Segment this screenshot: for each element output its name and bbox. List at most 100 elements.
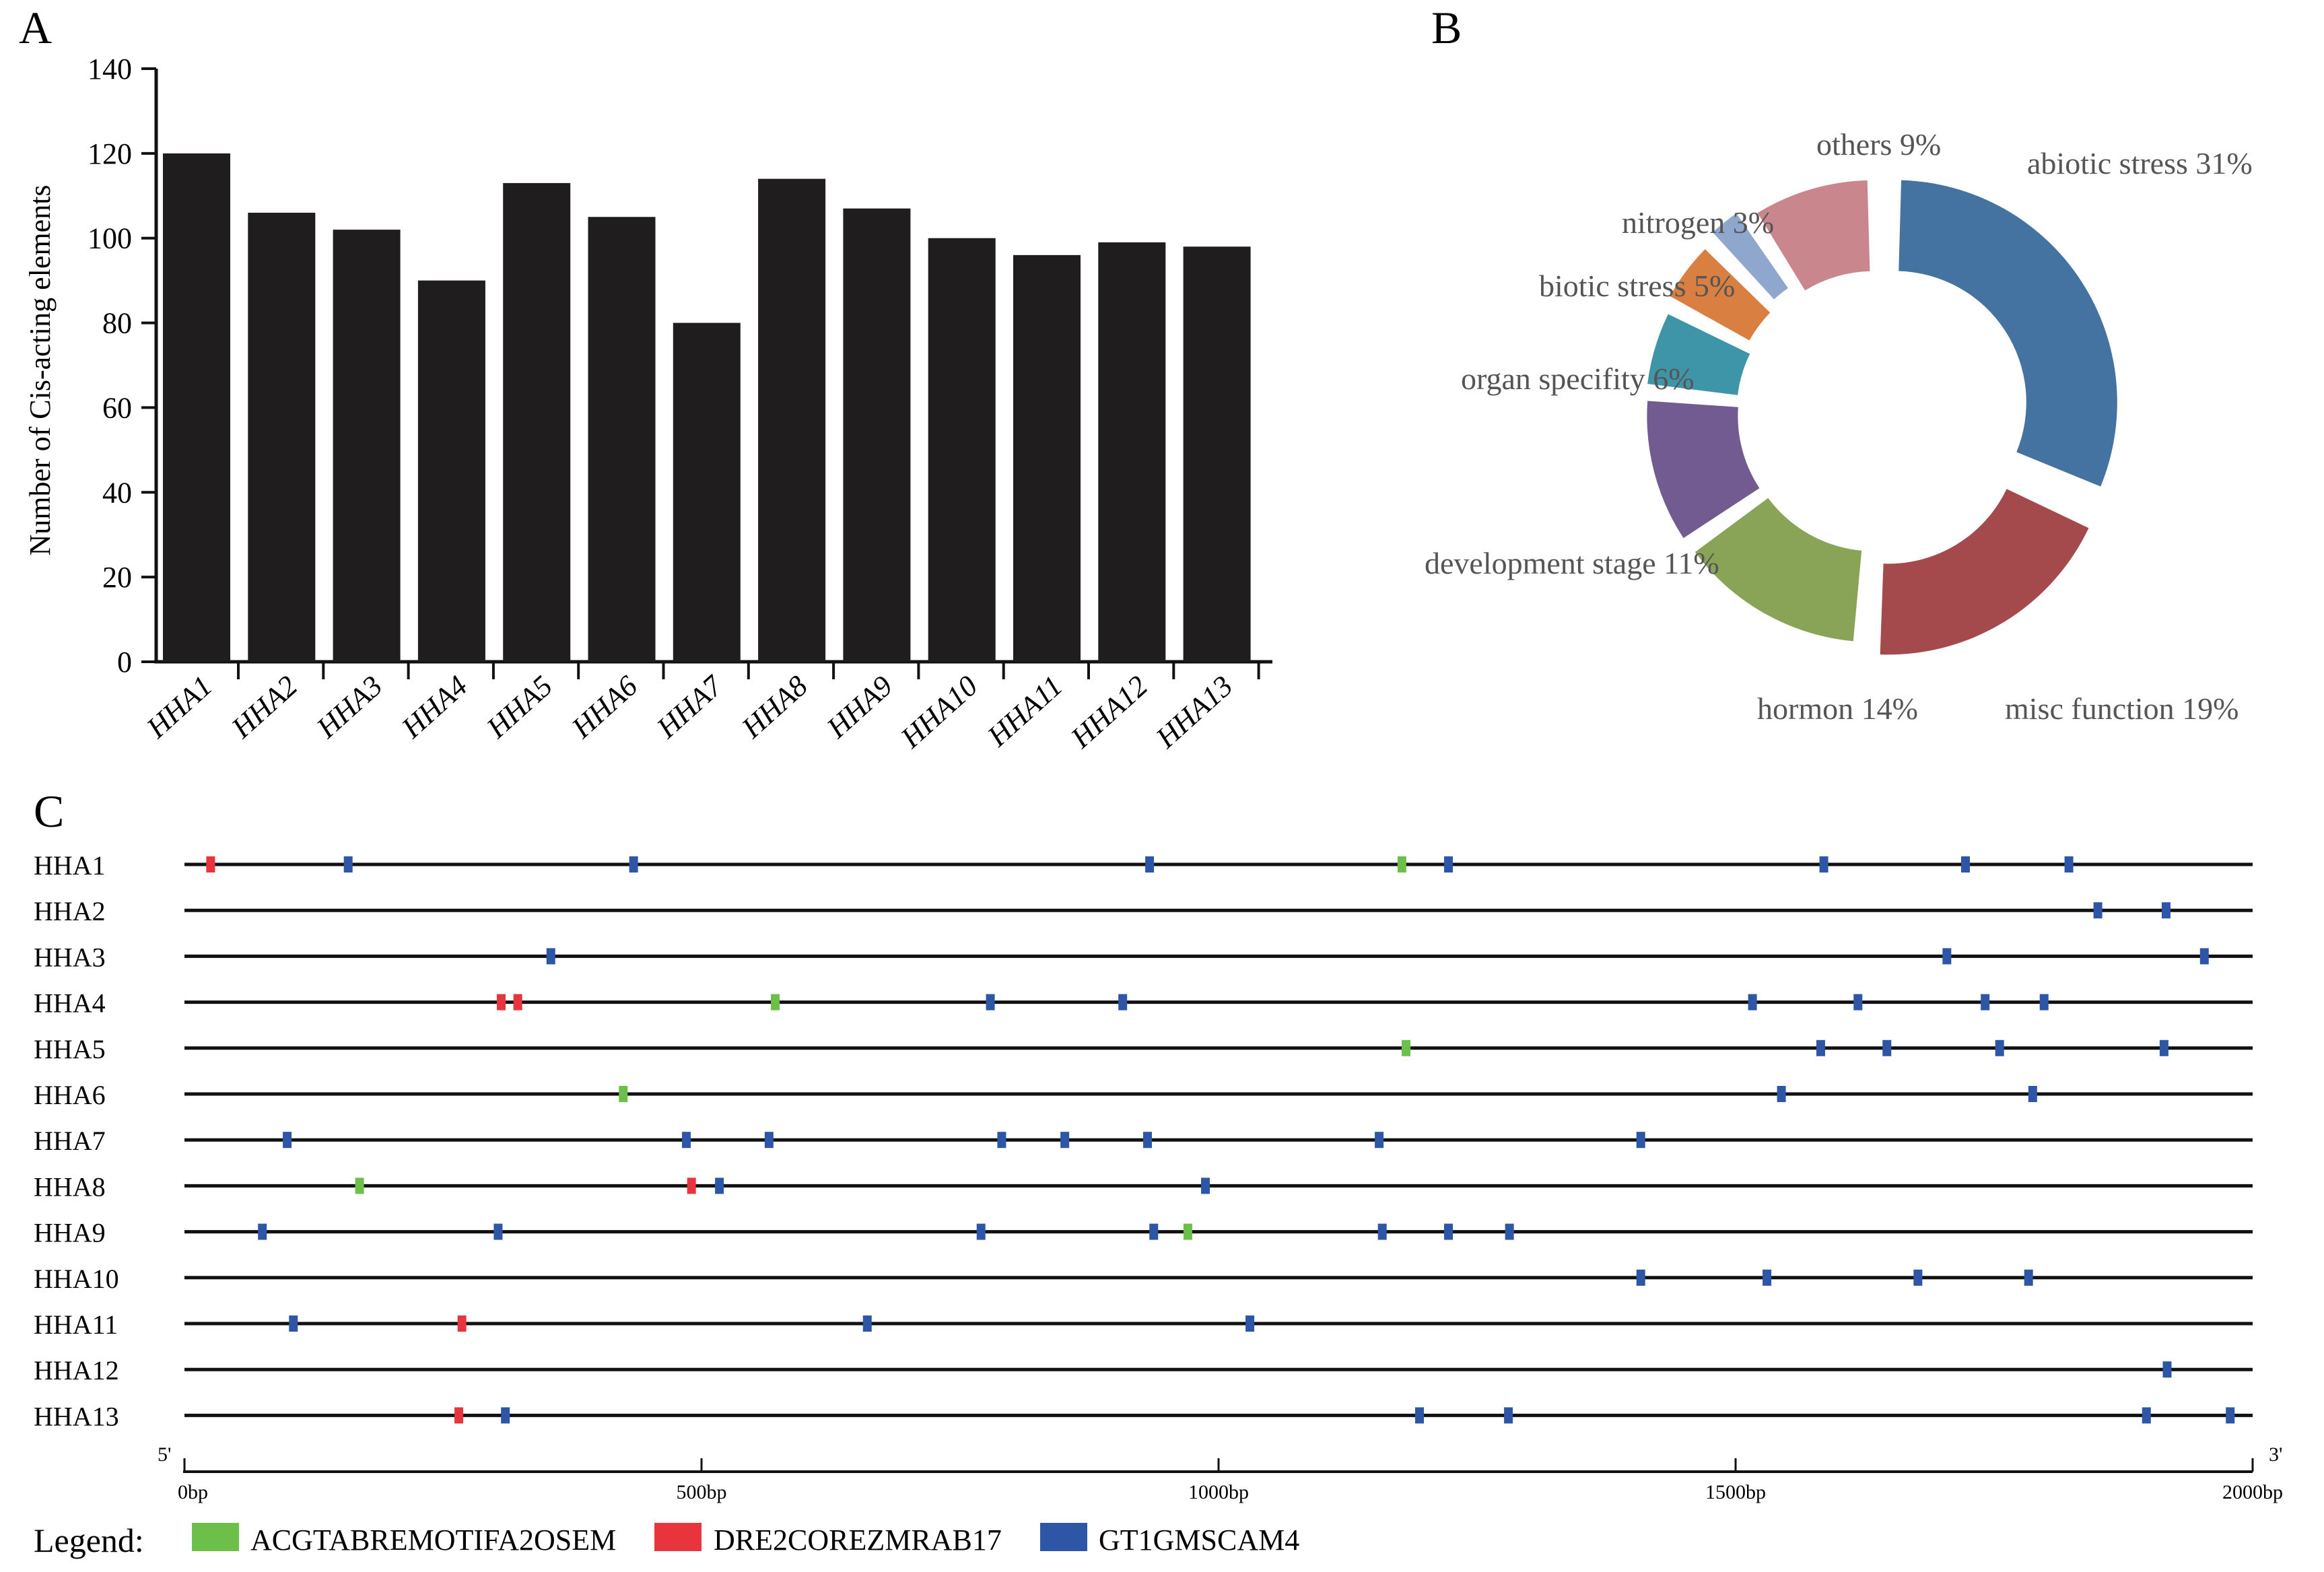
motif-site-gt1gmscam4: [1882, 1039, 1892, 1056]
gene-label: HHA11: [34, 1309, 118, 1340]
gene-label: HHA6: [34, 1080, 106, 1110]
motif-legend: Legend: ACGTABREMOTIFA2OSEM DRE2COREZMRA…: [34, 1522, 1299, 1559]
bar-hha6: [588, 217, 656, 662]
panel-label-b: B: [1431, 2, 1462, 53]
motif-site-dre2corezmrab17: [513, 994, 522, 1011]
gene-track-hha7: HHA7: [34, 1126, 2253, 1156]
bar-hha5: [503, 182, 571, 662]
slice-misc-function: [1880, 489, 2089, 655]
motif-site-dre2corezmrab17: [457, 1315, 467, 1332]
label-nitrogen: nitrogen 3%: [1622, 205, 1774, 240]
motif-site-acgtabremotifa2osem: [619, 1086, 628, 1102]
gene-track-hha10: HHA10: [34, 1264, 2253, 1294]
label-organ-specifity: organ specifity 6%: [1461, 362, 1695, 396]
motif-site-gt1gmscam4: [1819, 856, 1829, 873]
motif-site-gt1gmscam4: [1995, 1039, 2004, 1056]
motif-site-gt1gmscam4: [1414, 1407, 1424, 1424]
donut-slices: [1647, 180, 2117, 655]
motif-site-acgtabremotifa2osem: [771, 994, 780, 1011]
gene-track-hha3: HHA3: [34, 942, 2253, 972]
x-tick-label-hha11: HHA11: [981, 669, 1069, 753]
x-tick-label-hha5: HHA5: [480, 669, 559, 745]
x-tick-label-hha10: HHA10: [894, 669, 984, 755]
y-tick-label: 40: [102, 476, 132, 509]
motif-site-gt1gmscam4: [681, 1132, 691, 1149]
slice-biotic-stress: [1670, 249, 1771, 341]
bar-hha7: [673, 322, 741, 662]
motif-site-gt1gmscam4: [1143, 1132, 1153, 1149]
bar-hha11: [1013, 254, 1081, 662]
motif-site-gt1gmscam4: [862, 1315, 872, 1332]
position-axis-ticks: 0bp 500bp 1000bp 1500bp 2000bp: [178, 1458, 2283, 1503]
five-prime-end: 5': [158, 1443, 171, 1466]
motif-site-dre2corezmrab17: [206, 856, 215, 873]
legend-label-gt1gmscam4: GT1GMSCAM4: [1099, 1524, 1299, 1557]
gene-label: HHA4: [34, 988, 106, 1019]
motif-site-gt1gmscam4: [1748, 994, 1757, 1011]
motif-site-gt1gmscam4: [997, 1132, 1006, 1149]
position-tick-label: 1500bp: [1705, 1481, 1766, 1503]
motif-site-gt1gmscam4: [343, 856, 353, 873]
motif-site-gt1gmscam4: [1853, 994, 1863, 1011]
x-tick-label-hha2: HHA2: [225, 669, 304, 745]
bar-hha9: [843, 208, 911, 662]
gene-label: HHA7: [34, 1126, 106, 1156]
gene-label: HHA13: [34, 1401, 119, 1431]
motif-site-gt1gmscam4: [546, 948, 555, 965]
gene-track-hha8: HHA8: [34, 1171, 2253, 1202]
slice-development-stage: [1647, 401, 1760, 539]
motif-site-gt1gmscam4: [2199, 948, 2209, 965]
bar-hha10: [928, 238, 996, 662]
motif-site-gt1gmscam4: [1816, 1039, 1825, 1056]
slice-labels: abiotic stress 31% misc function 19% hor…: [1425, 127, 2253, 726]
motif-site-gt1gmscam4: [715, 1177, 724, 1194]
panel-c-motif-map: HHA1 HHA2 HHA3 HHA4 HHA5 HHA6 HHA7 HHA8 HHA9 HHA1…: [34, 850, 2283, 1559]
motif-site-gt1gmscam4: [289, 1315, 298, 1332]
y-tick-label: 80: [102, 307, 132, 340]
motif-site-gt1gmscam4: [2064, 856, 2074, 873]
motif-site-gt1gmscam4: [1149, 1223, 1159, 1240]
motif-site-gt1gmscam4: [2024, 1269, 2033, 1286]
position-tick-label: 500bp: [677, 1481, 727, 1503]
motif-site-gt1gmscam4: [1118, 994, 1128, 1011]
motif-site-acgtabremotifa2osem: [1402, 1039, 1411, 1056]
motif-site-acgtabremotifa2osem: [355, 1177, 364, 1194]
motif-site-dre2corezmrab17: [454, 1407, 464, 1424]
motif-site-gt1gmscam4: [2226, 1407, 2235, 1424]
gene-track-hha12: HHA12: [34, 1355, 2253, 1386]
motif-site-gt1gmscam4: [2093, 902, 2103, 919]
x-tick-label-hha7: HHA7: [650, 669, 730, 745]
gene-label: HHA1: [34, 850, 106, 881]
motif-site-gt1gmscam4: [1375, 1132, 1384, 1149]
gene-track-hha5: HHA5: [34, 1034, 2253, 1064]
bar-hha3: [333, 230, 401, 662]
motif-site-gt1gmscam4: [2142, 1407, 2151, 1424]
motif-site-gt1gmscam4: [1960, 856, 1970, 873]
gene-label: HHA5: [34, 1034, 106, 1064]
label-development-stage: development stage 11%: [1425, 546, 1719, 580]
motif-site-gt1gmscam4: [1245, 1315, 1255, 1332]
y-tick-label: 20: [102, 561, 132, 594]
x-tick-label-hha6: HHA6: [565, 669, 644, 745]
gene-track-hha1: HHA1: [34, 850, 2253, 881]
bar-hha4: [417, 280, 485, 662]
slice-others: [1757, 180, 1870, 291]
gene-track-hha9: HHA9: [34, 1218, 2253, 1248]
legend-swatch-gt1gmscam4: [1040, 1523, 1087, 1551]
legend-swatch-acgtabremotifa2osem: [192, 1523, 239, 1551]
motif-site-gt1gmscam4: [1942, 948, 1952, 965]
gene-label: HHA8: [34, 1171, 106, 1202]
motif-site-gt1gmscam4: [1377, 1223, 1387, 1240]
position-tick-label: 0bp: [178, 1481, 208, 1503]
motif-site-gt1gmscam4: [629, 856, 638, 873]
position-tick-label: 1000bp: [1188, 1481, 1249, 1503]
slice-abiotic-stress: [1899, 180, 2117, 487]
bar-hha2: [248, 212, 316, 662]
motif-site-gt1gmscam4: [501, 1407, 510, 1424]
three-prime-end: 3': [2269, 1443, 2282, 1466]
slice-hormon: [1695, 498, 1862, 642]
motif-site-gt1gmscam4: [1636, 1269, 1645, 1286]
motif-site-gt1gmscam4: [1763, 1269, 1772, 1286]
gene-label: HHA2: [34, 896, 106, 926]
x-tick-label-hha13: HHA13: [1149, 669, 1239, 755]
